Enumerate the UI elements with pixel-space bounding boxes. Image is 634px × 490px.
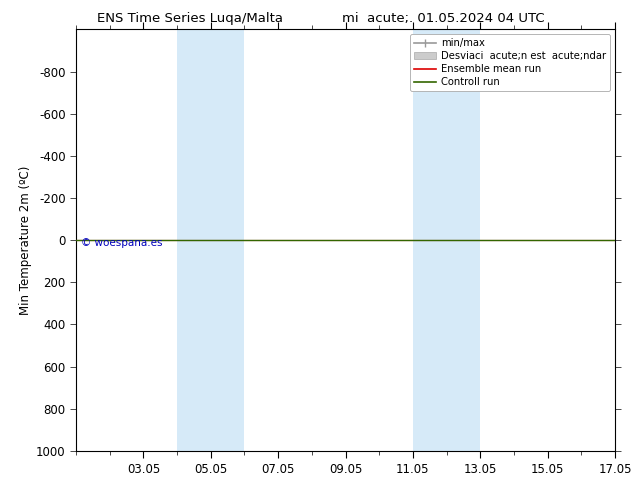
Text: mi  acute;. 01.05.2024 04 UTC: mi acute;. 01.05.2024 04 UTC bbox=[342, 12, 545, 25]
Bar bbox=[177, 29, 245, 451]
Text: © woespana.es: © woespana.es bbox=[81, 238, 163, 248]
Y-axis label: Min Temperature 2m (ºC): Min Temperature 2m (ºC) bbox=[19, 166, 32, 315]
Legend: min/max, Desviaci  acute;n est  acute;ndar, Ensemble mean run, Controll run: min/max, Desviaci acute;n est acute;ndar… bbox=[410, 34, 610, 92]
Bar bbox=[413, 29, 481, 451]
Text: ENS Time Series Luqa/Malta: ENS Time Series Luqa/Malta bbox=[97, 12, 283, 25]
